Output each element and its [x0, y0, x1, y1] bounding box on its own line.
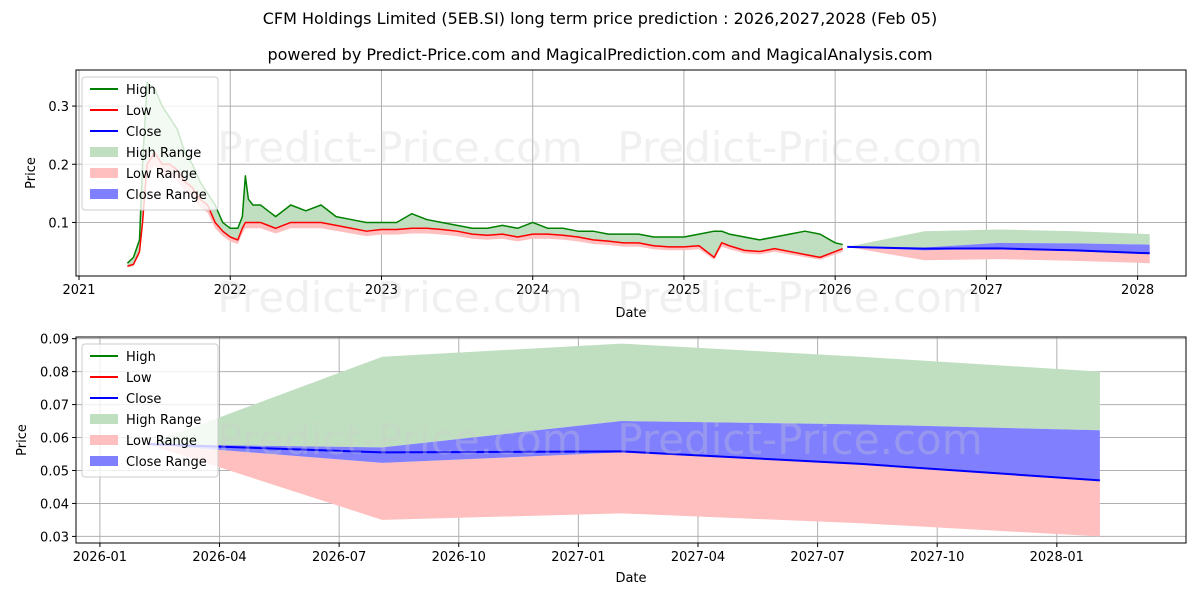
legend-label: Close Range — [126, 455, 207, 470]
legend-label: High Range — [126, 413, 201, 428]
y-tick-label: 0.3 — [48, 100, 69, 115]
y-tick-label: 0.03 — [40, 530, 69, 545]
close-series-line — [847, 245, 1150, 255]
x-tick-label: 2021 — [62, 283, 95, 298]
legend-swatch — [90, 435, 118, 445]
legend: High Low Close High Range Low Range Close Ran… — [81, 343, 219, 478]
watermark-text: Predict-Price.com — [617, 123, 982, 172]
legend-label: Close — [126, 392, 161, 407]
chart-1: 2021 2022 2023 2024 2025 2026 2027 2028 0.1 0.2 0.… — [24, 69, 1187, 321]
y-tick-label: 0.2 — [48, 158, 69, 173]
y-tick-label: 0.07 — [40, 399, 69, 414]
x-tick-label: 2027-07 — [790, 550, 844, 565]
legend-label: High Range — [126, 146, 201, 161]
x-tick-label: 2026-01 — [73, 550, 127, 565]
x-tick-label: 2026-04 — [192, 550, 246, 565]
legend-swatch — [90, 414, 118, 424]
low-range-area — [147, 444, 1100, 537]
y-tick-label: 0.06 — [40, 432, 69, 447]
x-tick-label: 2027-01 — [551, 550, 605, 565]
axes-frame — [75, 336, 1187, 544]
legend-label: Low Range — [126, 434, 197, 449]
y-tick-label: 0.08 — [40, 366, 69, 381]
x-tick-label: 2026-07 — [312, 550, 366, 565]
legend-label: Low Range — [126, 167, 197, 182]
legend-swatch — [90, 456, 118, 466]
y-tick-label: 0.1 — [48, 216, 69, 231]
x-tick-label: 2026 — [819, 283, 852, 298]
x-tick-label: 2022 — [214, 283, 247, 298]
chart-title: CFM Holdings Limited (5EB.SI) long term … — [262, 9, 938, 28]
x-tick-label: 2028 — [1121, 283, 1154, 298]
y-tick-label: 0.09 — [40, 333, 69, 348]
high-range-area — [147, 343, 1100, 448]
axes-frame — [75, 69, 1187, 277]
x-axis-label: Date — [615, 571, 646, 586]
x-tick-label: 2027-04 — [671, 550, 725, 565]
legend-label: Close — [126, 125, 161, 140]
x-tick-label: 2025 — [667, 283, 700, 298]
plot-area — [126, 82, 1150, 268]
y-axis-label: Price — [15, 424, 30, 456]
watermark-text: Predict-Price.com — [217, 273, 582, 322]
y-tick-label: 0.05 — [40, 464, 69, 479]
history-high-range-area — [127, 82, 843, 267]
watermark-text: Predict-Price.com — [617, 273, 982, 322]
x-axis-label: Date — [615, 306, 646, 321]
watermark-text: Predict-Price.com — [217, 123, 582, 172]
legend-swatch — [90, 168, 118, 178]
watermark-text: Predict-Price.com — [217, 415, 582, 464]
chart-2: 2026-01 2026-04 2026-07 2026-10 2027-01 2027-… — [15, 333, 1187, 586]
x-tick-label: 2027-10 — [910, 550, 964, 565]
high-range-area — [847, 229, 1150, 248]
x-tick-label: 2026-10 — [432, 550, 486, 565]
y-tick-label: 0.04 — [40, 497, 69, 512]
legend-swatch — [90, 189, 118, 199]
x-tick-label: 2023 — [365, 283, 398, 298]
legend-swatch — [90, 147, 118, 157]
legend-label: High — [126, 350, 156, 365]
legend-label: Low — [126, 104, 152, 119]
legend: High Low Close High Range Low Range Close Ran… — [81, 76, 219, 211]
watermark-text: Predict-Price.com — [617, 415, 982, 464]
legend-label: Low — [126, 371, 152, 386]
close-series-line — [147, 443, 1100, 482]
chart-subtitle: powered by Predict-Price.com and Magical… — [267, 45, 933, 64]
legend-label: Close Range — [126, 188, 207, 203]
legend-label: High — [126, 83, 156, 98]
x-tick-label: 2027 — [970, 283, 1003, 298]
y-axis-label: Price — [24, 157, 39, 189]
x-tick-label: 2024 — [516, 283, 549, 298]
plot-area — [147, 343, 1100, 537]
x-tick-label: 2028-01 — [1030, 550, 1084, 565]
